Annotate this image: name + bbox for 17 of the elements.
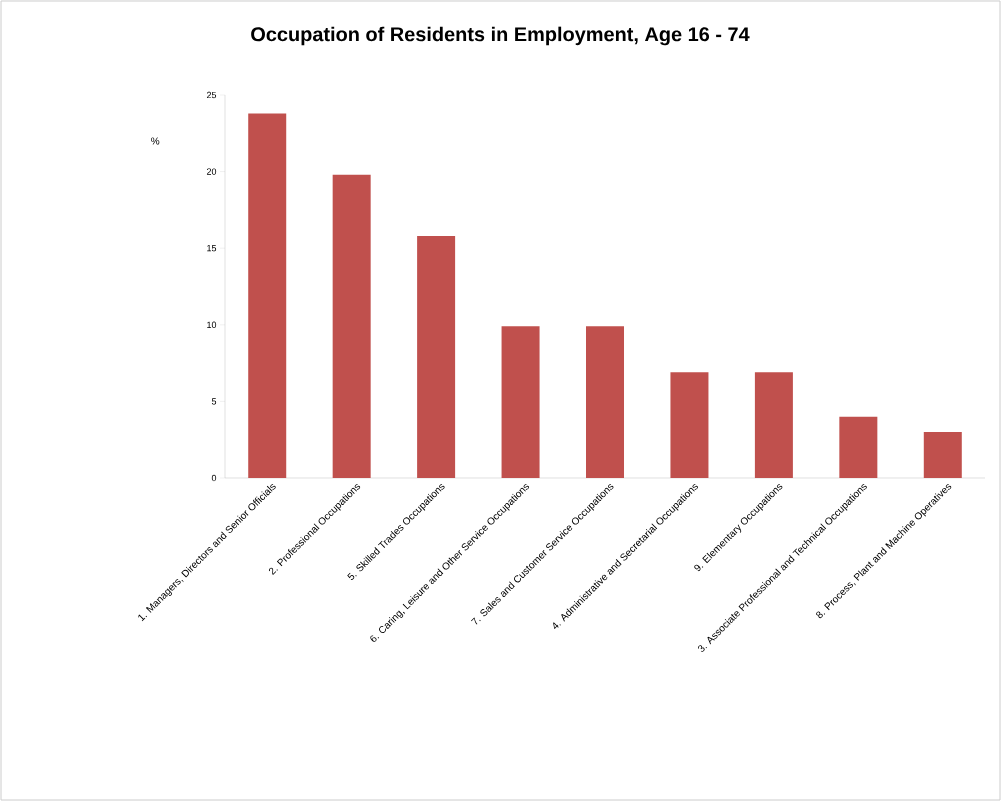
y-tick-label: 5: [211, 398, 217, 405]
bar: [501, 326, 540, 478]
y-tick-label: 25: [206, 91, 217, 99]
bar: [839, 416, 878, 478]
bar: [332, 174, 371, 478]
bar: [248, 113, 287, 478]
bar: [923, 432, 962, 478]
bar: [670, 372, 709, 478]
bar: [754, 372, 793, 478]
bar: [586, 326, 624, 478]
y-tick-label: 10: [207, 321, 217, 328]
chart-title: Occupation of Residents in Employment, Age 16 - 74: [251, 26, 750, 46]
y-tick-label: 0: [211, 474, 217, 482]
y-tick-label: 20: [206, 168, 217, 175]
y-tick-label: 15: [207, 245, 217, 252]
y-axis-title: %: [151, 137, 160, 145]
bar: [417, 235, 456, 478]
